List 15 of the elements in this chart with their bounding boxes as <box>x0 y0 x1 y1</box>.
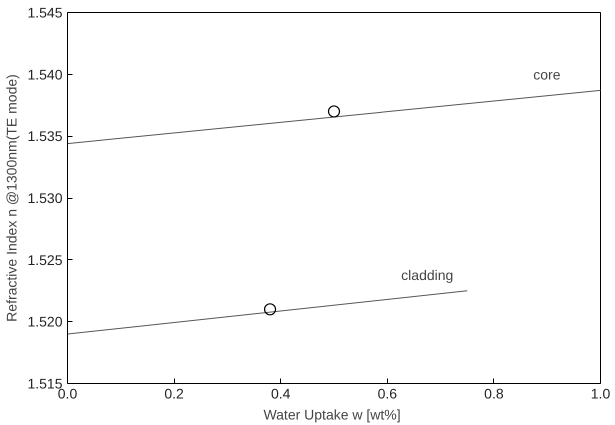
y-tick-label: 1.540 <box>27 66 63 82</box>
series-label: cladding <box>401 266 454 283</box>
y-axis-title: Refractive Index n @1300nm(TE mode) <box>3 74 20 322</box>
x-tick-label: 0.2 <box>164 386 184 402</box>
y-tick-label: 1.535 <box>27 128 63 144</box>
x-tick-label: 0.8 <box>484 386 504 402</box>
x-tick-label: 1.0 <box>590 386 610 402</box>
y-tick-label: 1.530 <box>27 190 63 206</box>
series-label: core <box>533 66 561 82</box>
y-tick-label: 1.545 <box>27 4 63 20</box>
x-tick-label: 0.4 <box>270 386 291 402</box>
y-tick-label: 1.520 <box>27 314 63 330</box>
x-axis-title: Water Uptake w [wt%] <box>263 406 401 422</box>
x-tick-label: 0.6 <box>378 386 398 402</box>
y-tick-label: 1.525 <box>27 252 63 268</box>
